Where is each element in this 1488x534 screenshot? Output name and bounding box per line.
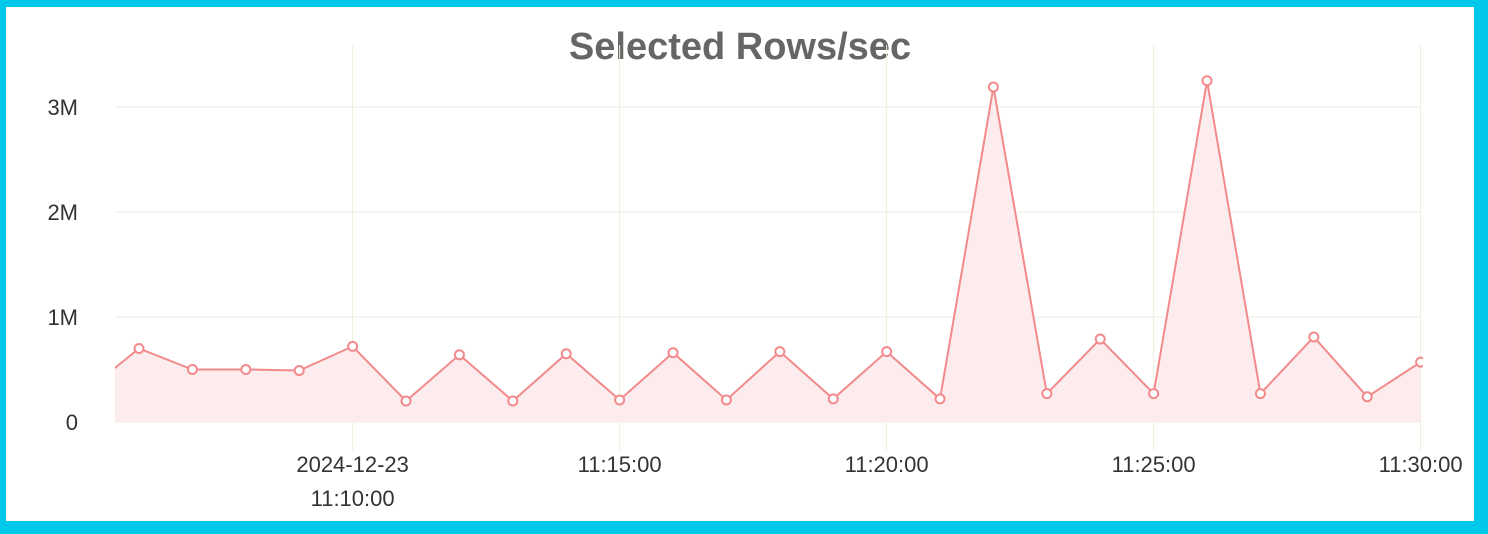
series-group (115, 75, 1423, 422)
area-fill (115, 80, 1421, 422)
data-point (560, 348, 572, 360)
chart-title: Selected Rows/sec (569, 26, 911, 68)
x-tick-label: 11:20:00 (845, 452, 929, 477)
y-tick-label: 3M (47, 95, 78, 120)
x-tick-label: 11:25:00 (1112, 452, 1196, 477)
chart-card: Selected Rows/sec 0 1M 2M 3M 2024-12-23 11:1… (6, 7, 1474, 521)
data-point (1308, 331, 1320, 343)
data-point (1094, 333, 1106, 345)
data-point (881, 346, 893, 358)
data-point (453, 349, 465, 361)
series (115, 75, 1423, 422)
y-axis: 0 1M 2M 3M (47, 95, 78, 435)
x-tick-label: 11:10:00 (311, 486, 395, 511)
data-point (720, 394, 732, 406)
data-point (293, 365, 305, 377)
data-point (614, 394, 626, 406)
y-tick-label: 1M (47, 305, 78, 330)
y-tick-label: 2M (47, 200, 78, 225)
data-point (240, 364, 252, 375)
data-point (774, 346, 786, 358)
x-tick-label: 2024-12-23 (296, 452, 409, 477)
data-point (1148, 388, 1160, 400)
data-point (347, 340, 359, 352)
data-point (400, 395, 412, 407)
x-axis: 2024-12-23 11:10:00 11:15:00 11:20:00 11:25:… (296, 452, 1462, 511)
y-tick-label: 0 (66, 410, 78, 435)
data-point (133, 343, 145, 354)
data-point (186, 364, 198, 375)
data-point (1415, 356, 1423, 368)
data-point (1041, 388, 1053, 400)
x-tick-label: 11:30:00 (1379, 452, 1463, 477)
selected-rows-chart: Selected Rows/sec 0 1M 2M 3M 2024-12-23 11:1… (47, 26, 1462, 511)
series-line (115, 80, 1422, 403)
data-point (1361, 391, 1373, 403)
x-tick-label: 11:15:00 (578, 452, 662, 477)
data-point (987, 81, 999, 93)
data-point (934, 393, 946, 405)
data-point (827, 393, 839, 405)
data-point (667, 347, 679, 359)
data-point (507, 395, 519, 407)
data-point (1201, 75, 1213, 87)
data-point (1254, 388, 1266, 400)
